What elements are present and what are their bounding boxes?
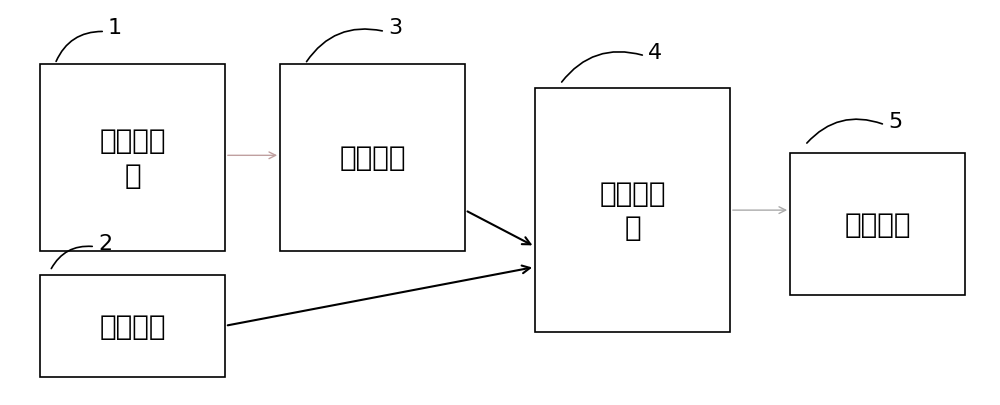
Text: 调节模块: 调节模块 xyxy=(844,211,911,239)
Text: 3: 3 xyxy=(388,18,402,38)
Bar xyxy=(535,89,730,332)
Text: 初始化模
块: 初始化模 块 xyxy=(99,127,166,189)
Text: 1: 1 xyxy=(108,18,122,38)
Text: 2: 2 xyxy=(98,233,112,253)
Text: 创建模块: 创建模块 xyxy=(339,144,406,172)
Text: 5: 5 xyxy=(888,111,902,132)
Text: 采集模块: 采集模块 xyxy=(99,312,166,340)
Bar xyxy=(790,154,965,296)
Text: 4: 4 xyxy=(648,43,662,63)
Text: 膜计算单
元: 膜计算单 元 xyxy=(599,179,666,242)
Bar xyxy=(40,275,225,377)
Bar xyxy=(40,65,225,251)
Bar xyxy=(280,65,465,251)
